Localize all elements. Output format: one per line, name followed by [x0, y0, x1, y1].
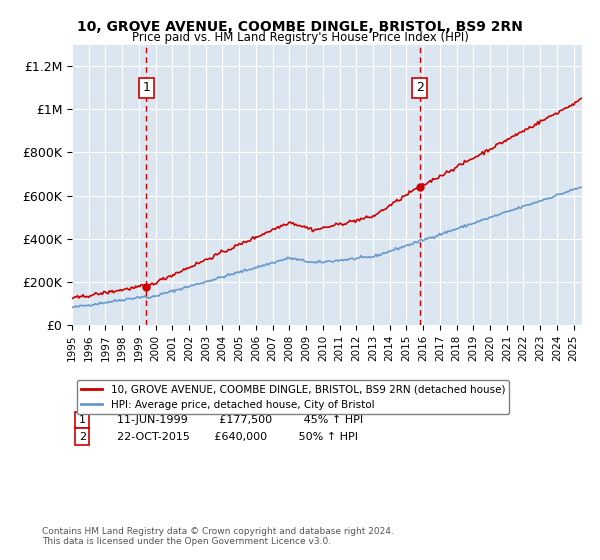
- Text: 2: 2: [416, 81, 424, 95]
- Text: 2: 2: [79, 432, 86, 442]
- Legend: 10, GROVE AVENUE, COOMBE DINGLE, BRISTOL, BS9 2RN (detached house), HPI: Average: 10, GROVE AVENUE, COOMBE DINGLE, BRISTOL…: [77, 380, 509, 414]
- Text: 1: 1: [79, 415, 86, 425]
- Text: 1: 1: [142, 81, 151, 95]
- Text: 10, GROVE AVENUE, COOMBE DINGLE, BRISTOL, BS9 2RN: 10, GROVE AVENUE, COOMBE DINGLE, BRISTOL…: [77, 20, 523, 34]
- Text: 11-JUN-1999         £177,500         45% ↑ HPI: 11-JUN-1999 £177,500 45% ↑ HPI: [103, 415, 363, 425]
- Text: Contains HM Land Registry data © Crown copyright and database right 2024.
This d: Contains HM Land Registry data © Crown c…: [42, 526, 394, 546]
- Text: Price paid vs. HM Land Registry's House Price Index (HPI): Price paid vs. HM Land Registry's House …: [131, 31, 469, 44]
- Text: 22-OCT-2015       £640,000         50% ↑ HPI: 22-OCT-2015 £640,000 50% ↑ HPI: [103, 432, 358, 442]
